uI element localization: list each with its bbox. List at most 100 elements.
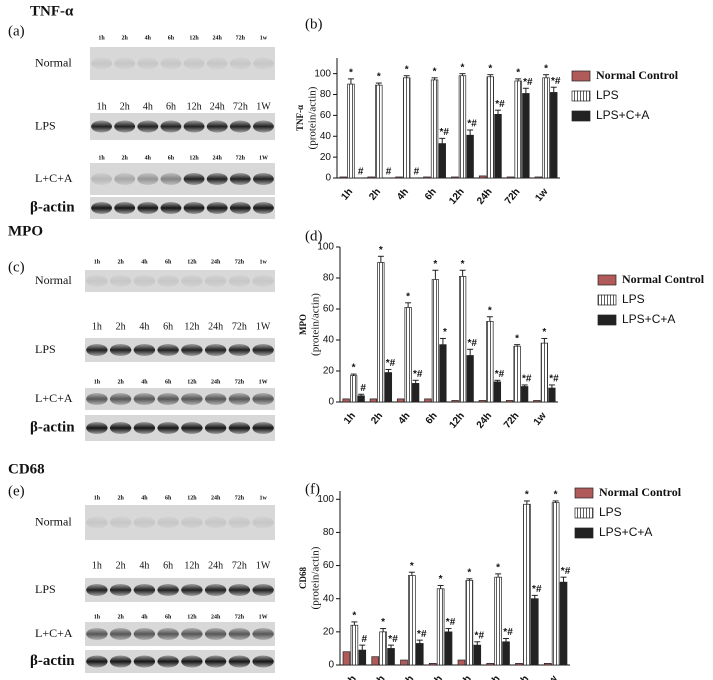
row-label: L+C+A [35, 171, 73, 185]
significance-label: *# [467, 338, 477, 349]
x-tick-label: 2h [372, 674, 388, 680]
bar [494, 113, 502, 179]
blot-band [253, 57, 274, 70]
blot-band [109, 584, 132, 596]
lane-label: 6h [168, 35, 175, 41]
bar [379, 631, 387, 666]
lane-label: 4h [141, 614, 148, 620]
row-label: Normal [35, 273, 72, 287]
y-tick-label: 20 [323, 366, 335, 377]
bar [387, 648, 395, 666]
blot-band [109, 516, 132, 529]
error-bar [523, 500, 530, 505]
error-bar [403, 75, 410, 78]
blot-band [252, 393, 274, 405]
bar [342, 651, 351, 666]
lane-label: 24h [211, 495, 221, 501]
error-bar [521, 384, 528, 387]
blot-strip [90, 197, 275, 219]
blot-band [157, 584, 179, 596]
lane-label: 2h [122, 155, 129, 161]
blot-band [109, 275, 132, 287]
bar [404, 307, 412, 403]
error-bar [514, 344, 521, 347]
legend-label: LPS+C+A [599, 525, 652, 539]
y-tick-label: 40 [323, 335, 335, 346]
error-bar [503, 637, 510, 642]
lane-label: 72h [236, 35, 246, 41]
blot-title: CD68 [8, 461, 45, 477]
lane-label: 24h [211, 614, 221, 620]
error-bar [347, 78, 354, 85]
blot-band [204, 516, 227, 529]
bar [438, 143, 446, 179]
blot-band [133, 422, 156, 434]
blot-band [252, 275, 274, 287]
y-tick-label: 80 [323, 273, 335, 284]
panel-label: (a) [8, 23, 25, 39]
lane-label: 12h [189, 155, 199, 161]
x-tick-label: 72h [512, 674, 532, 680]
significance-label: * [433, 66, 437, 77]
significance-label: * [405, 64, 409, 75]
bar [357, 395, 365, 403]
bar [505, 400, 514, 403]
lane-label: 2h [120, 101, 130, 112]
blot-band [204, 584, 227, 596]
blot-band [157, 422, 179, 434]
lane-label: 6h [163, 321, 173, 332]
error-bar [548, 384, 555, 389]
blot-band [114, 173, 136, 185]
error-bar [486, 316, 493, 322]
lane-label: 2h [117, 495, 124, 501]
bar [408, 575, 416, 666]
significance-label: * [542, 327, 546, 338]
significance-label: * [377, 72, 381, 83]
y-tick-label: 40 [320, 131, 332, 142]
lane-label: 1w [259, 495, 267, 501]
blot-band [157, 516, 179, 529]
blot-band [228, 655, 251, 668]
error-bar [377, 255, 384, 263]
blot-title: MPO [8, 223, 43, 239]
blot-band [114, 120, 136, 133]
bar [424, 398, 432, 403]
significance-label: *# [446, 617, 456, 628]
y-tick-label: 100 [314, 68, 331, 79]
significance-label: *# [413, 369, 423, 380]
error-bar [350, 373, 357, 376]
blot-band [86, 655, 108, 668]
blot-band [204, 393, 227, 405]
lane-label: 1W [256, 101, 271, 112]
blot-band [91, 173, 112, 185]
lane-label: 1W [259, 155, 268, 161]
significance-label: * [439, 574, 443, 585]
row-label: β-actin [30, 199, 75, 215]
blot-band [181, 344, 203, 356]
significance-label: * [544, 63, 548, 74]
bar [530, 598, 539, 666]
legend-label: LPS [596, 88, 619, 102]
error-bar [550, 86, 557, 93]
blot-band [137, 120, 159, 133]
lane-label: 1W [256, 560, 271, 571]
bar [486, 662, 495, 666]
bar [339, 176, 347, 179]
bar [559, 581, 568, 666]
lane-label: 6h [165, 259, 172, 265]
significance-label: * [381, 617, 385, 628]
x-tick-label: 1h [343, 674, 359, 680]
bar [371, 656, 380, 666]
blot-band [181, 584, 203, 596]
blot-band [114, 202, 136, 214]
blot-band [181, 422, 203, 434]
row-label: L+C+A [35, 391, 73, 405]
lane-label: 12h [189, 35, 199, 41]
bar [430, 79, 439, 179]
lane-label: 1h [94, 614, 101, 620]
error-bar [445, 628, 452, 632]
bar [486, 321, 494, 403]
significance-label: *# [551, 76, 561, 87]
lane-label: 4h [141, 259, 148, 265]
blot-strip [85, 388, 275, 410]
